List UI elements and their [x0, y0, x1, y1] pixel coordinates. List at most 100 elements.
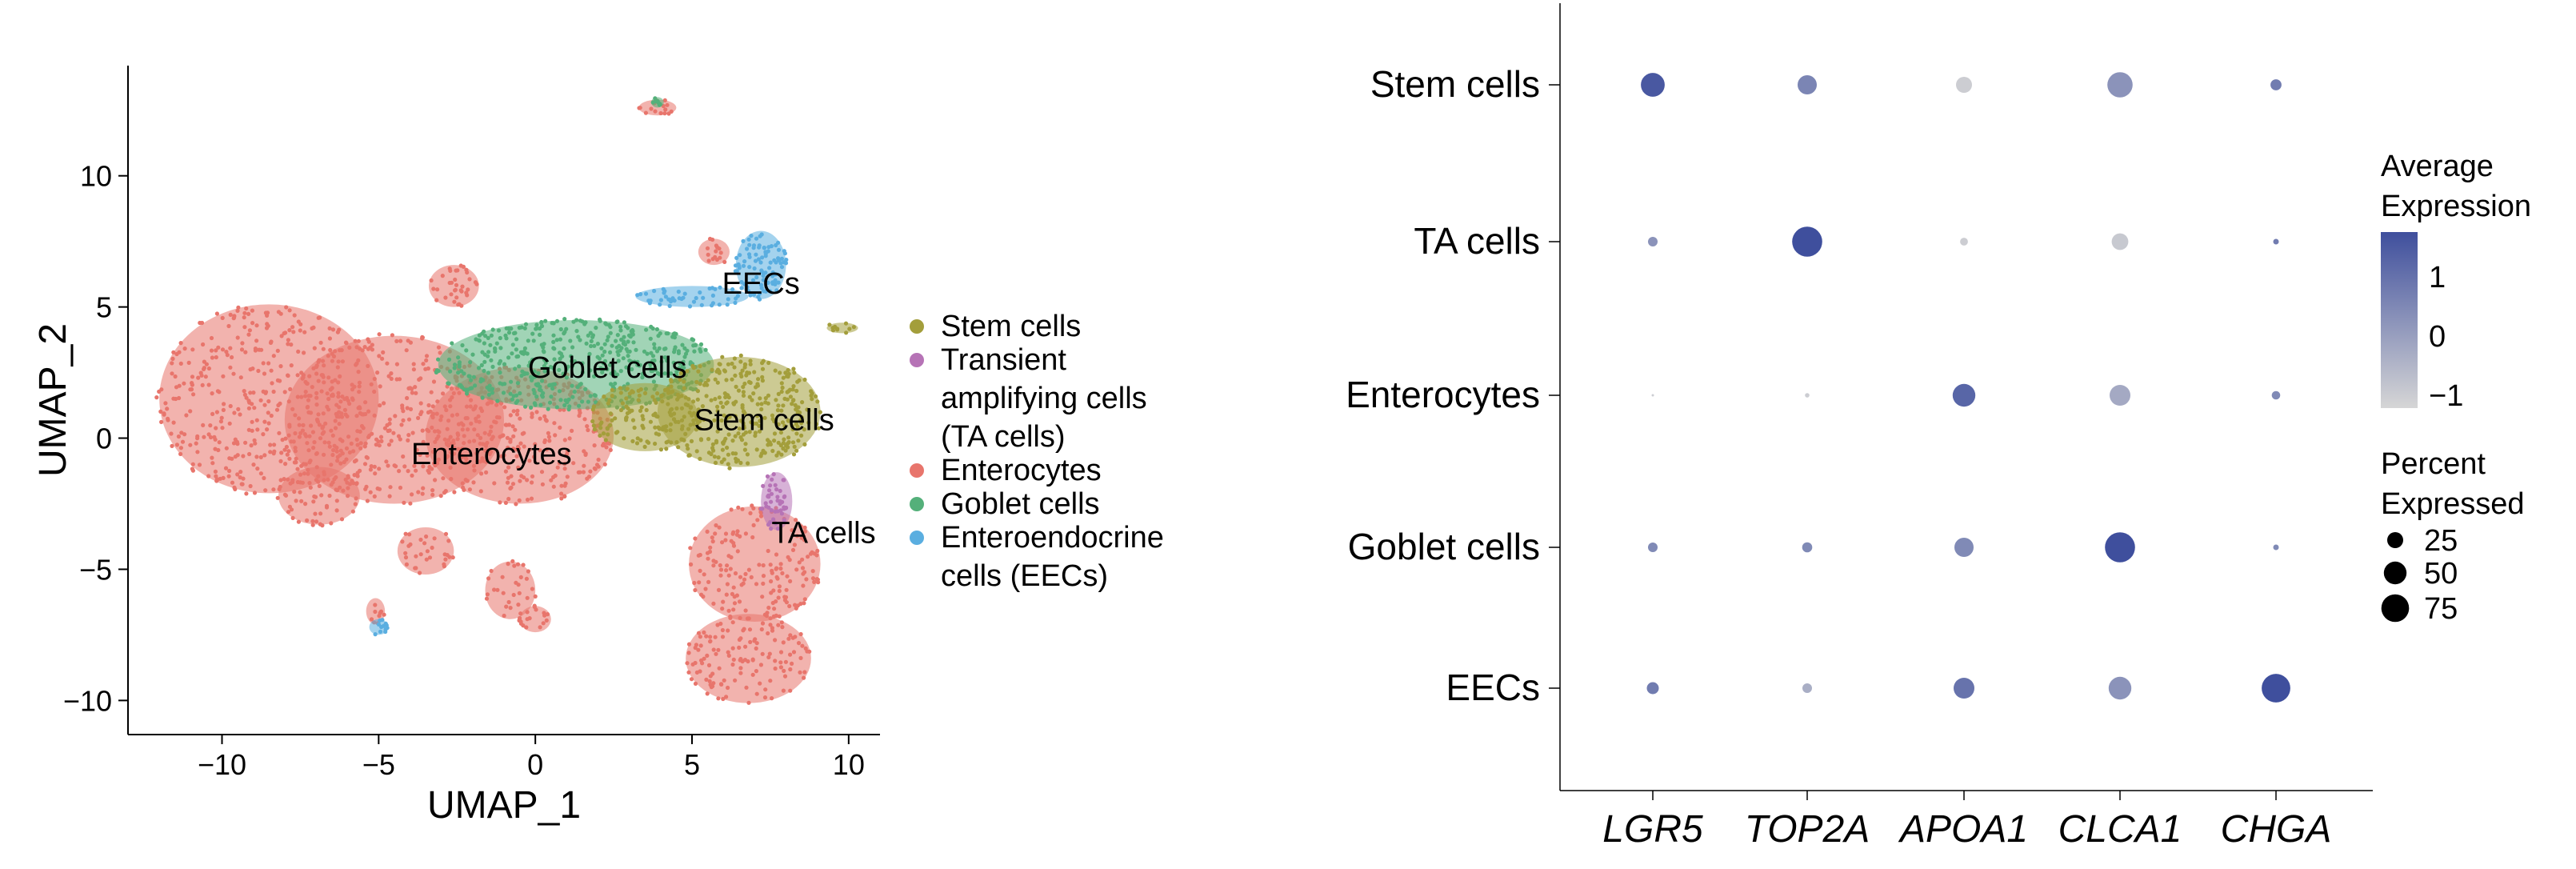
umap-cell-point	[529, 496, 534, 501]
umap-cell-point	[363, 400, 368, 405]
umap-cell-point	[662, 371, 667, 376]
umap-cell-point	[214, 426, 218, 430]
umap-cell-point	[269, 413, 274, 418]
umap-cell-point	[416, 490, 421, 495]
umap-cell-point	[278, 459, 283, 464]
umap-cell-point	[329, 428, 334, 433]
umap-cell-point	[790, 661, 794, 667]
umap-cell-point	[642, 390, 648, 395]
umap-cell-point	[295, 467, 300, 471]
umap-cell-point	[727, 466, 732, 471]
umap-cell-point	[421, 362, 426, 366]
umap-cell-point	[666, 386, 670, 391]
umap-cell-point	[471, 407, 476, 412]
umap-cell-point	[598, 422, 603, 426]
umap-cell-point	[798, 524, 803, 529]
umap-cell-point	[659, 359, 664, 364]
umap-cell-point	[313, 495, 318, 499]
umap-cell-point	[694, 379, 699, 385]
umap-x-tick-label: 0	[527, 748, 543, 781]
umap-cell-point	[319, 493, 324, 498]
umap-cell-point	[776, 623, 781, 627]
umap-cell-point	[558, 351, 564, 356]
umap-cell-point	[782, 495, 786, 499]
umap-cell-point	[482, 329, 486, 334]
umap-cell-point	[741, 581, 746, 586]
umap-cell-point	[536, 370, 541, 376]
umap-cell-point	[679, 437, 684, 442]
umap-cell-point	[240, 482, 245, 487]
umap-cell-point	[279, 451, 284, 455]
umap-cell-point	[688, 422, 693, 427]
umap-cell-point	[800, 400, 805, 405]
umap-cell-point	[745, 285, 750, 290]
umap-cell-point	[370, 347, 374, 352]
umap-cell-point	[610, 343, 614, 348]
umap-cell-point	[578, 338, 582, 342]
umap-cell-point	[534, 326, 539, 330]
umap-cell-point	[717, 302, 722, 307]
umap-cluster-region	[278, 467, 360, 525]
umap-cell-point	[592, 427, 597, 432]
umap-cell-point	[750, 278, 756, 282]
umap-cell-point	[606, 322, 611, 327]
umap-cell-point	[252, 406, 257, 410]
umap-cell-point	[230, 354, 234, 360]
umap-cell-point	[562, 467, 567, 471]
umap-cell-point	[191, 392, 196, 397]
umap-cell-point	[569, 354, 574, 358]
umap-cell-point	[551, 339, 556, 344]
umap-cell-point	[733, 678, 738, 683]
umap-cell-point	[790, 426, 795, 432]
umap-cell-point	[532, 369, 537, 374]
umap-cell-point	[489, 358, 494, 362]
umap-cell-point	[718, 563, 722, 568]
umap-cell-point	[695, 397, 700, 402]
umap-cell-point	[368, 467, 373, 472]
umap-cell-point	[527, 616, 532, 621]
umap-cell-point	[797, 560, 802, 565]
umap-cell-point	[334, 487, 338, 492]
umap-cell-point	[174, 396, 178, 402]
dot-point	[1798, 75, 1817, 94]
umap-cell-point	[721, 404, 726, 410]
umap-cell-point	[761, 563, 766, 568]
umap-cell-point	[486, 350, 491, 354]
umap-cell-point	[682, 386, 686, 390]
umap-cell-point	[303, 502, 308, 507]
dot-point	[1651, 394, 1654, 397]
umap-cell-point	[213, 437, 218, 442]
umap-cell-point	[549, 394, 554, 399]
umap-cell-point	[210, 411, 215, 417]
umap-cell-point	[549, 478, 554, 483]
umap-cell-point	[454, 268, 458, 273]
umap-cell-point	[776, 422, 781, 426]
umap-cell-point	[429, 390, 434, 394]
umap-cell-point	[774, 453, 779, 458]
umap-cell-point	[346, 486, 350, 491]
umap-cell-point	[201, 422, 206, 428]
umap-cell-point	[472, 439, 477, 443]
umap-cell-point	[459, 455, 464, 460]
umap-cell-point	[738, 666, 743, 671]
umap-cell-point	[780, 571, 785, 576]
umap-cell-point	[645, 439, 650, 444]
umap-cell-point	[772, 607, 777, 611]
umap-cell-point	[418, 537, 423, 543]
umap-cell-point	[327, 336, 332, 341]
umap-cell-point	[310, 519, 315, 524]
umap-cell-point	[705, 246, 710, 250]
umap-cell-point	[510, 397, 515, 402]
umap-cell-point	[508, 486, 513, 491]
umap-cell-point	[372, 494, 377, 499]
umap-cell-point	[783, 595, 789, 599]
umap-cell-point	[236, 305, 241, 310]
umap-cell-point	[379, 439, 384, 444]
umap-cell-point	[737, 266, 742, 270]
umap-cell-point	[305, 518, 310, 523]
umap-cell-point	[221, 374, 226, 378]
dot-point	[1954, 678, 1974, 699]
umap-cell-point	[622, 342, 628, 347]
umap-cell-point	[773, 368, 778, 373]
umap-cell-point	[461, 264, 466, 269]
